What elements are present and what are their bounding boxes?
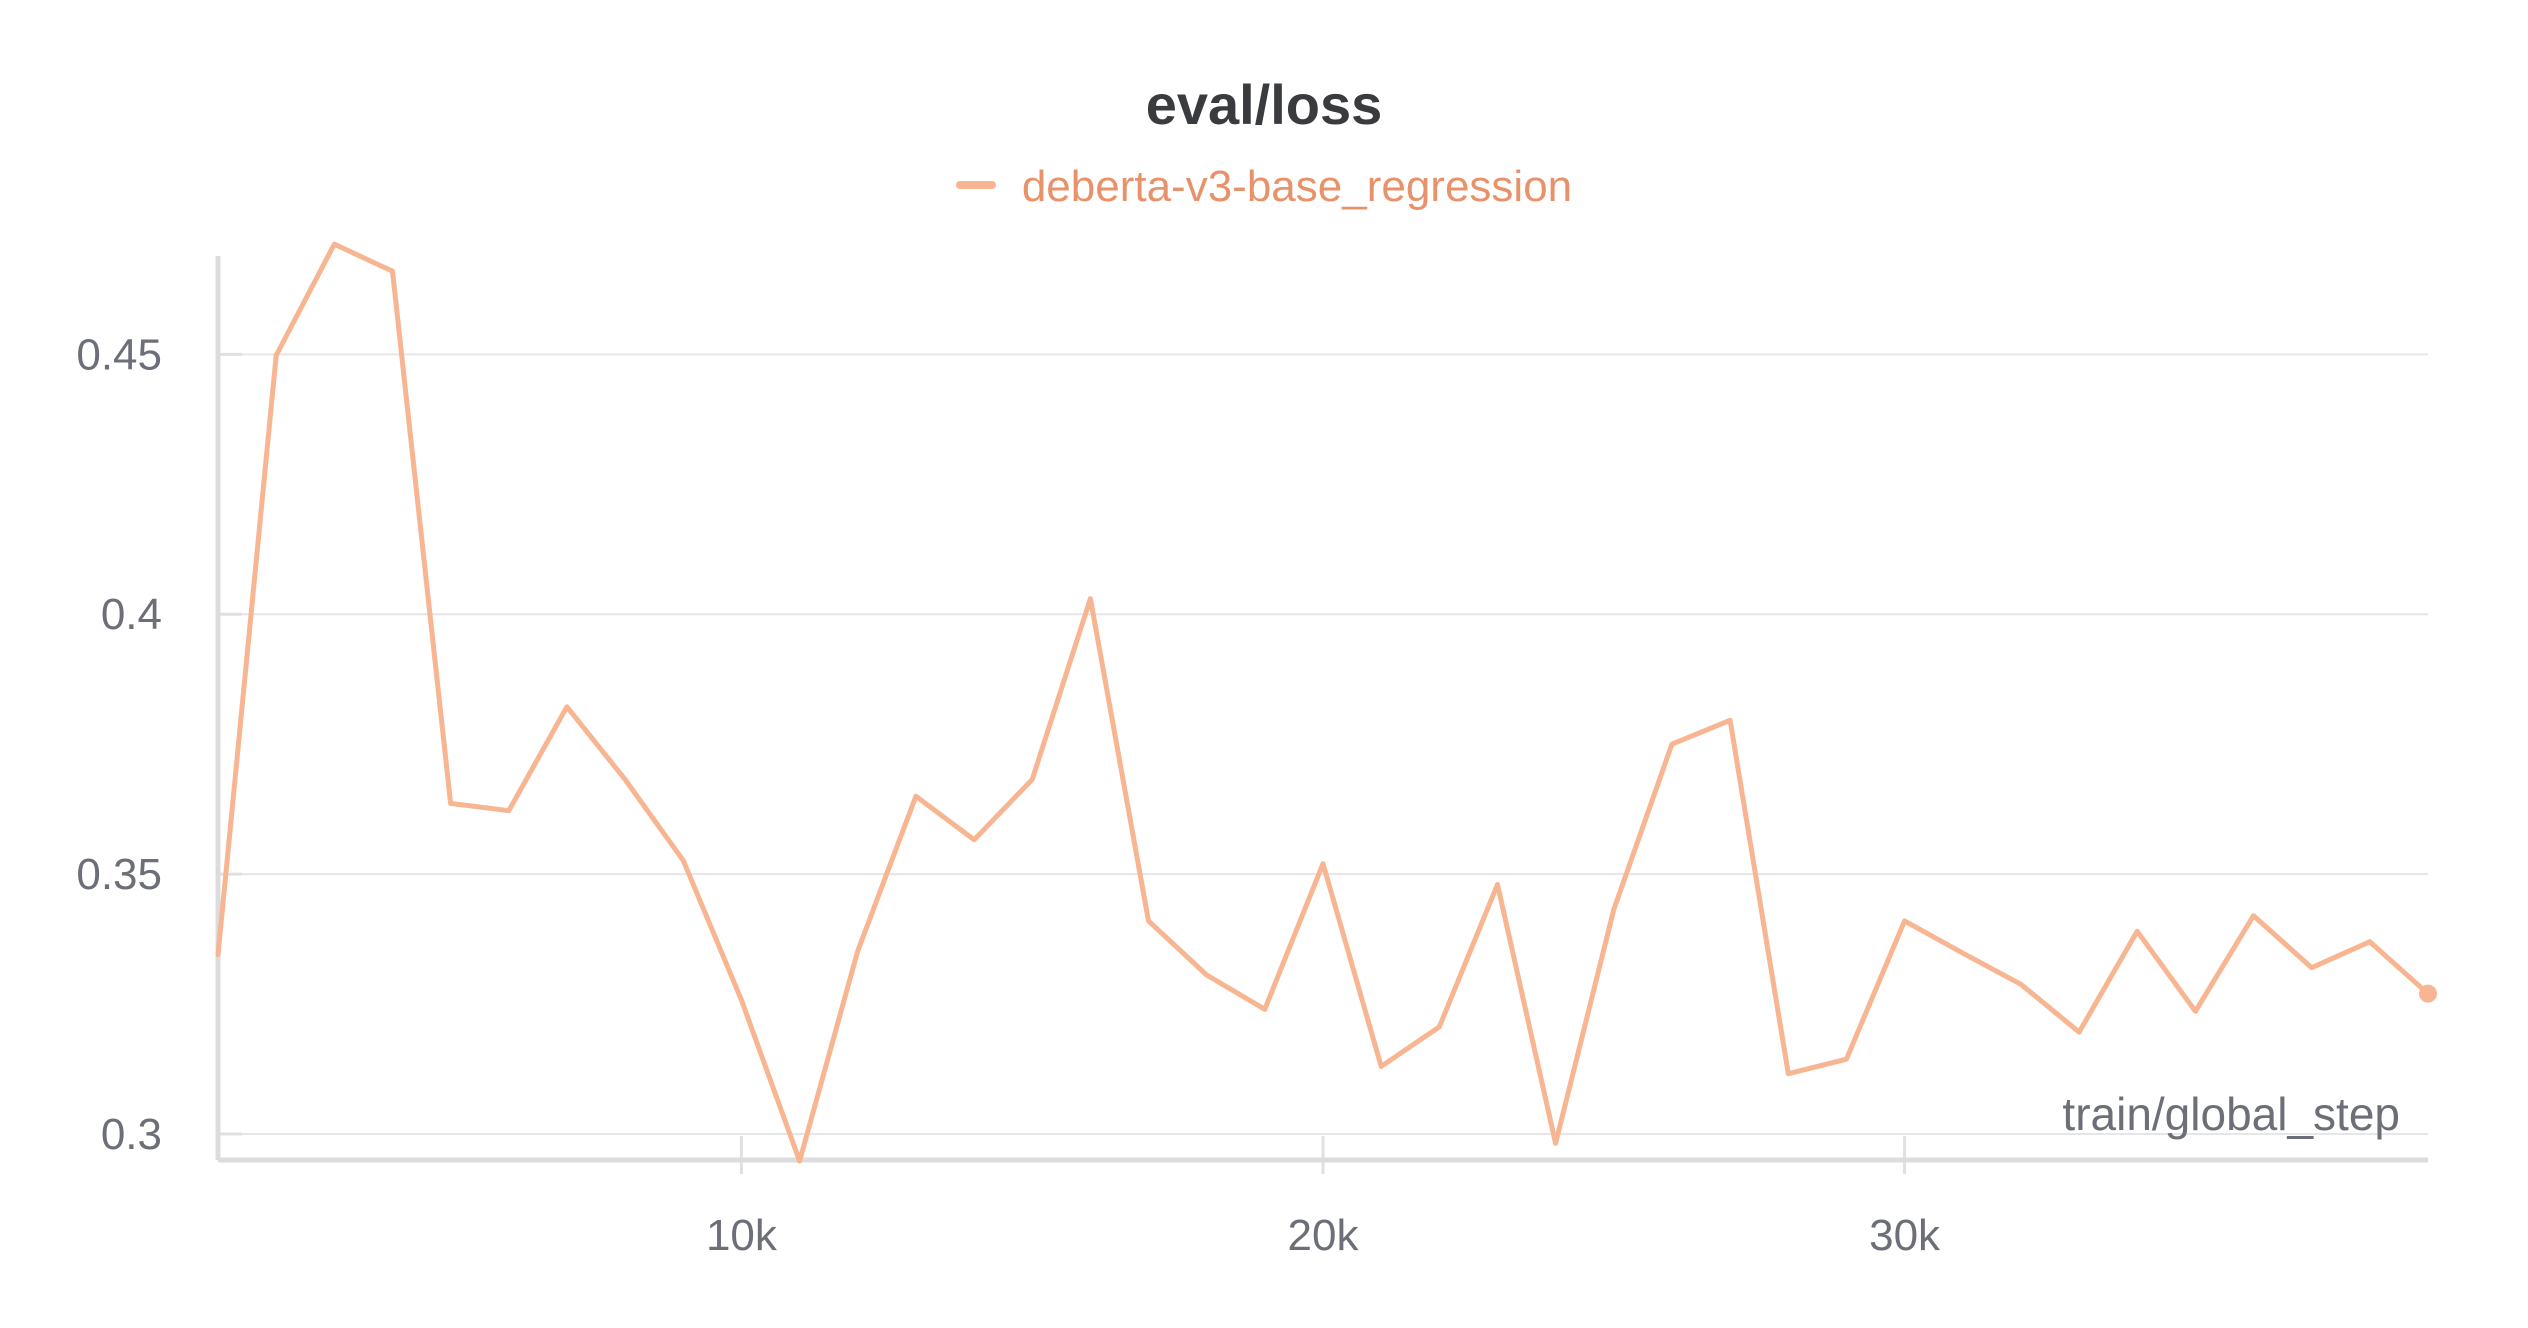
series-layer <box>215 241 2437 1164</box>
grid-lines <box>218 353 2428 1136</box>
legend[interactable]: deberta-v3-base_regression <box>0 162 2528 212</box>
legend-swatch <box>955 181 996 190</box>
x-axis-title: train/global_step <box>2062 1088 2400 1140</box>
y-tick-labels: 0.3 0.35 0.4 0.45 <box>76 330 162 1159</box>
y-tick-label: 0.35 <box>76 850 162 899</box>
x-tick-label: 20k <box>1288 1211 1360 1260</box>
axes <box>215 256 2428 1174</box>
y-tick-label: 0.45 <box>76 330 162 379</box>
chart-title: eval/loss <box>1145 73 1383 136</box>
x-tick-labels: 10k 20k 30k <box>706 1211 1941 1260</box>
series-line <box>215 241 2431 1164</box>
legend-label: deberta-v3-base_regression <box>1021 162 1573 211</box>
x-tick-label: 10k <box>706 1211 778 1260</box>
x-tick-label: 30k <box>1869 1211 1941 1260</box>
y-tick-label: 0.4 <box>101 590 162 639</box>
series-end-point <box>2419 984 2437 1003</box>
y-tick-label: 0.3 <box>101 1110 162 1159</box>
